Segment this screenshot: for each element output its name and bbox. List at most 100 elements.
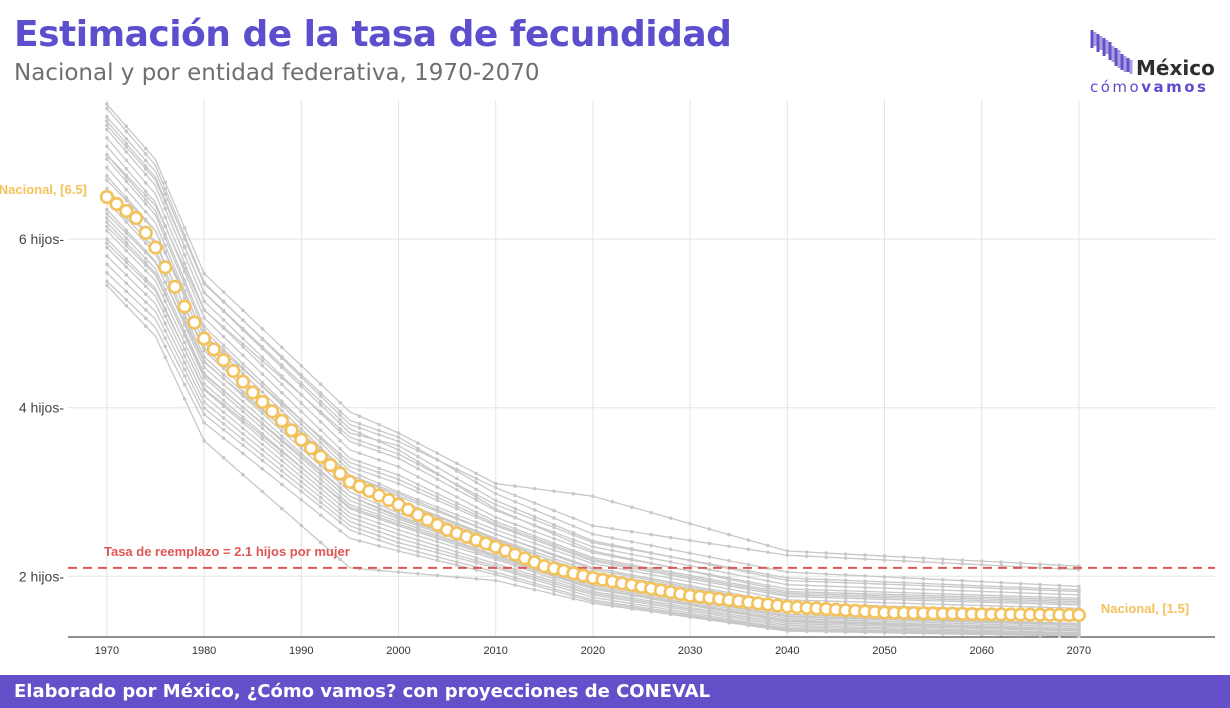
state-point	[221, 308, 226, 313]
state-point	[143, 209, 148, 214]
state-point	[105, 186, 109, 191]
state-point	[221, 398, 226, 403]
state-point	[143, 181, 148, 185]
state-point	[318, 495, 323, 500]
x-axis-ticks: 1970 1980 1990 2000 2010 2020 2030 2040 2050 2060…	[95, 645, 1092, 657]
state-point	[902, 593, 906, 597]
state-point	[241, 345, 245, 349]
national-point	[109, 196, 124, 212]
state-point	[357, 508, 362, 513]
state-point	[241, 326, 245, 331]
state-point	[182, 282, 187, 287]
state-point	[338, 511, 342, 516]
state-point	[552, 516, 556, 520]
state-point	[260, 384, 265, 389]
state-point	[241, 361, 245, 366]
state-point	[221, 317, 226, 322]
state-point	[163, 206, 168, 211]
national-point	[313, 449, 328, 464]
state-point	[260, 467, 265, 471]
state-point	[124, 260, 129, 265]
state-point	[629, 557, 634, 561]
state-point	[785, 587, 790, 591]
state-point	[668, 516, 673, 520]
state-point	[338, 400, 342, 405]
state-point	[532, 546, 537, 551]
state-point	[338, 490, 342, 494]
state-point	[999, 560, 1003, 564]
state-point	[377, 432, 381, 437]
state-point	[493, 507, 498, 511]
state-point	[455, 512, 459, 517]
state-point	[571, 533, 576, 537]
state-point	[124, 257, 129, 261]
x-tick-label: 2020	[581, 645, 605, 657]
state-point	[338, 459, 342, 464]
state-point	[513, 515, 517, 520]
national-point	[177, 299, 192, 314]
state-point	[182, 320, 187, 325]
state-point	[532, 570, 537, 575]
state-point	[474, 568, 479, 572]
state-point	[105, 254, 109, 258]
state-point	[493, 528, 498, 532]
state-point	[804, 587, 809, 592]
state-point	[377, 512, 381, 517]
state-point	[416, 454, 420, 459]
state-point	[416, 553, 420, 558]
national-point	[148, 240, 163, 255]
state-point	[202, 281, 206, 286]
state-point	[999, 625, 1003, 629]
state-point	[299, 373, 304, 377]
state-point	[455, 522, 459, 527]
national-point	[138, 225, 153, 240]
state-point	[124, 167, 129, 171]
state-point	[474, 561, 479, 565]
state-point	[902, 622, 906, 627]
state-point	[377, 525, 381, 530]
state-point	[163, 243, 168, 248]
state-point	[999, 563, 1003, 568]
state-point	[416, 571, 420, 576]
state-point	[338, 494, 342, 498]
state-point	[668, 612, 673, 617]
state-point	[455, 504, 459, 508]
state-point	[105, 262, 109, 267]
state-point	[377, 481, 381, 486]
state-point	[396, 473, 401, 477]
state-point	[260, 437, 265, 441]
state-point	[707, 573, 712, 578]
state-point	[357, 527, 362, 531]
state-point	[532, 587, 537, 592]
state-point	[455, 560, 459, 564]
state-point	[163, 299, 168, 304]
state-point	[941, 588, 945, 592]
state-point	[396, 517, 401, 521]
state-point	[260, 372, 265, 376]
state-point	[396, 443, 401, 448]
state-point	[241, 437, 245, 442]
national-point	[303, 441, 319, 456]
state-point	[610, 499, 615, 504]
state-point	[785, 619, 790, 623]
state-point	[357, 539, 362, 543]
state-point	[921, 576, 926, 581]
state-point	[571, 555, 576, 559]
state-point	[163, 224, 168, 229]
state-point	[882, 580, 887, 584]
state-point	[124, 248, 129, 253]
state-point	[493, 532, 498, 536]
state-point	[124, 289, 129, 294]
state-point	[105, 220, 109, 225]
state-point	[124, 198, 129, 203]
state-point	[1018, 599, 1023, 604]
state-point	[649, 596, 654, 600]
state-point	[455, 476, 459, 481]
logo-tagline: cómovamos	[1090, 78, 1208, 96]
state-point	[746, 562, 751, 567]
state-point	[979, 589, 984, 594]
state-point	[1038, 621, 1042, 626]
state-point	[532, 514, 537, 519]
state-point	[280, 401, 284, 405]
state-point	[493, 485, 498, 490]
